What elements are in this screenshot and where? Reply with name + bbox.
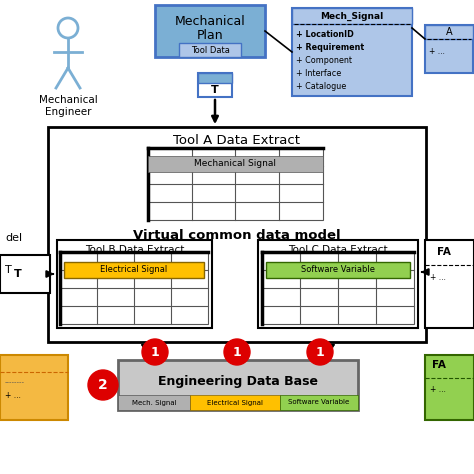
- Bar: [155, 5, 265, 57]
- Bar: [190, 395, 280, 410]
- Circle shape: [142, 339, 168, 365]
- Text: T: T: [211, 85, 219, 95]
- Bar: [148, 156, 323, 172]
- Bar: [425, 25, 473, 39]
- Bar: [425, 240, 474, 328]
- Text: Engineer: Engineer: [45, 107, 91, 117]
- Bar: [280, 395, 358, 410]
- Bar: [57, 240, 212, 328]
- Bar: [266, 262, 410, 278]
- Bar: [0, 255, 50, 293]
- Text: Tool Data: Tool Data: [191, 46, 229, 55]
- Text: Engineering Data Base: Engineering Data Base: [158, 375, 318, 389]
- Text: Software Variable: Software Variable: [301, 265, 375, 274]
- Text: Virtual common data model: Virtual common data model: [133, 228, 341, 241]
- Text: + ...: + ...: [5, 391, 21, 400]
- Text: 1: 1: [151, 346, 159, 358]
- Circle shape: [307, 339, 333, 365]
- Text: Electrical Signal: Electrical Signal: [207, 400, 263, 405]
- Text: Mech. Signal: Mech. Signal: [132, 400, 176, 405]
- Text: + ...: + ...: [430, 273, 446, 283]
- Circle shape: [224, 339, 250, 365]
- Text: Tool C Data Extract: Tool C Data Extract: [288, 245, 388, 255]
- Text: + ...: + ...: [429, 46, 445, 55]
- Bar: [198, 73, 232, 97]
- Bar: [148, 148, 323, 220]
- Text: Mechanical: Mechanical: [174, 15, 246, 27]
- Text: 1: 1: [316, 346, 324, 358]
- Bar: [292, 8, 412, 24]
- Bar: [198, 73, 232, 83]
- Bar: [258, 240, 418, 328]
- Text: del: del: [5, 233, 22, 243]
- Bar: [60, 252, 208, 324]
- Text: + Catalogue: + Catalogue: [296, 82, 346, 91]
- Bar: [292, 8, 412, 96]
- Bar: [262, 252, 414, 324]
- Bar: [118, 395, 190, 410]
- Text: Tool B Data Extract: Tool B Data Extract: [85, 245, 184, 255]
- Bar: [425, 355, 474, 420]
- Text: FA: FA: [432, 360, 446, 370]
- Bar: [425, 25, 473, 73]
- Text: + Interface: + Interface: [296, 69, 341, 78]
- Text: 2: 2: [98, 378, 108, 392]
- Circle shape: [88, 370, 118, 400]
- Text: Mechanical Signal: Mechanical Signal: [194, 159, 276, 168]
- Text: Electrical Signal: Electrical Signal: [100, 265, 168, 274]
- Text: Software Variable: Software Variable: [288, 400, 350, 405]
- Bar: [64, 262, 204, 278]
- Text: T: T: [5, 265, 12, 275]
- Text: + Requirement: + Requirement: [296, 43, 364, 52]
- Bar: [48, 127, 426, 342]
- Text: Plan: Plan: [197, 28, 223, 42]
- Text: + ...: + ...: [430, 385, 446, 394]
- Text: 1: 1: [233, 346, 241, 358]
- Text: Mechanical: Mechanical: [38, 95, 97, 105]
- Text: T: T: [14, 269, 22, 279]
- Text: + LocationID: + LocationID: [296, 29, 354, 38]
- Bar: [118, 360, 358, 410]
- Text: Tool A Data Extract: Tool A Data Extract: [173, 134, 301, 146]
- Bar: [0, 355, 68, 420]
- Text: Mech_Signal: Mech_Signal: [320, 11, 383, 20]
- Text: + Component: + Component: [296, 55, 352, 64]
- Text: A: A: [446, 27, 452, 37]
- Text: --------: --------: [5, 379, 25, 385]
- Bar: [179, 43, 241, 57]
- Text: FA: FA: [437, 247, 451, 257]
